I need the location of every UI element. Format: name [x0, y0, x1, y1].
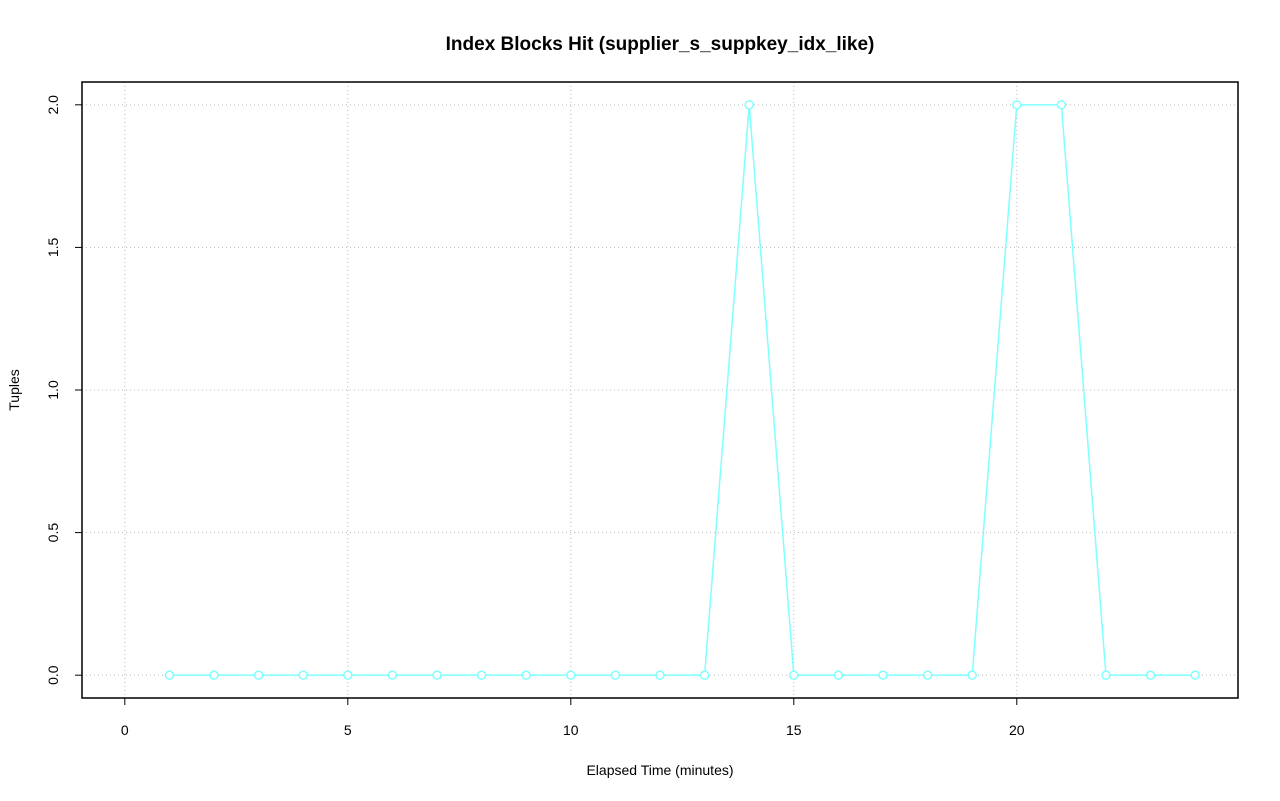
data-point — [432, 670, 442, 680]
data-point — [744, 100, 754, 110]
data-point — [521, 670, 531, 680]
data-point — [1056, 100, 1067, 110]
data-point — [476, 670, 487, 680]
x-tick-label: 0 — [121, 722, 129, 738]
data-point — [1101, 670, 1111, 680]
data-point — [967, 670, 977, 680]
x-axis-label: Elapsed Time (minutes) — [586, 762, 733, 778]
x-tick-label: 10 — [563, 722, 579, 738]
data-point — [387, 670, 398, 680]
y-tick-label: 1.5 — [45, 237, 61, 257]
data-point — [209, 670, 219, 680]
data-point — [789, 670, 799, 680]
series-line — [169, 104, 1196, 676]
data-point — [610, 670, 621, 680]
y-tick-label: 2.0 — [45, 95, 61, 115]
chart-title: Index Blocks Hit (supplier_s_suppkey_idx… — [446, 34, 875, 55]
data-point — [164, 670, 175, 680]
x-tick-label: 15 — [786, 722, 802, 738]
y-tick-label: 0.0 — [45, 665, 61, 685]
data-point — [655, 670, 665, 680]
data-point — [833, 670, 844, 680]
y-tick-label: 0.5 — [45, 523, 61, 543]
data-point — [1190, 670, 1200, 680]
plot-frame — [81, 81, 1239, 699]
x-tick-label: 5 — [344, 722, 352, 738]
y-tick-label: 1.0 — [45, 380, 61, 400]
data-point — [566, 670, 576, 680]
data-point — [1012, 100, 1022, 110]
x-tick-label: 20 — [1009, 722, 1025, 738]
data-point — [343, 670, 353, 680]
data-point — [922, 670, 933, 680]
data-point — [298, 670, 308, 680]
data-point — [878, 670, 888, 680]
y-axis-label: Tuples — [6, 369, 22, 411]
data-point — [253, 670, 264, 680]
data-point — [699, 670, 710, 680]
data-point — [1145, 670, 1156, 680]
